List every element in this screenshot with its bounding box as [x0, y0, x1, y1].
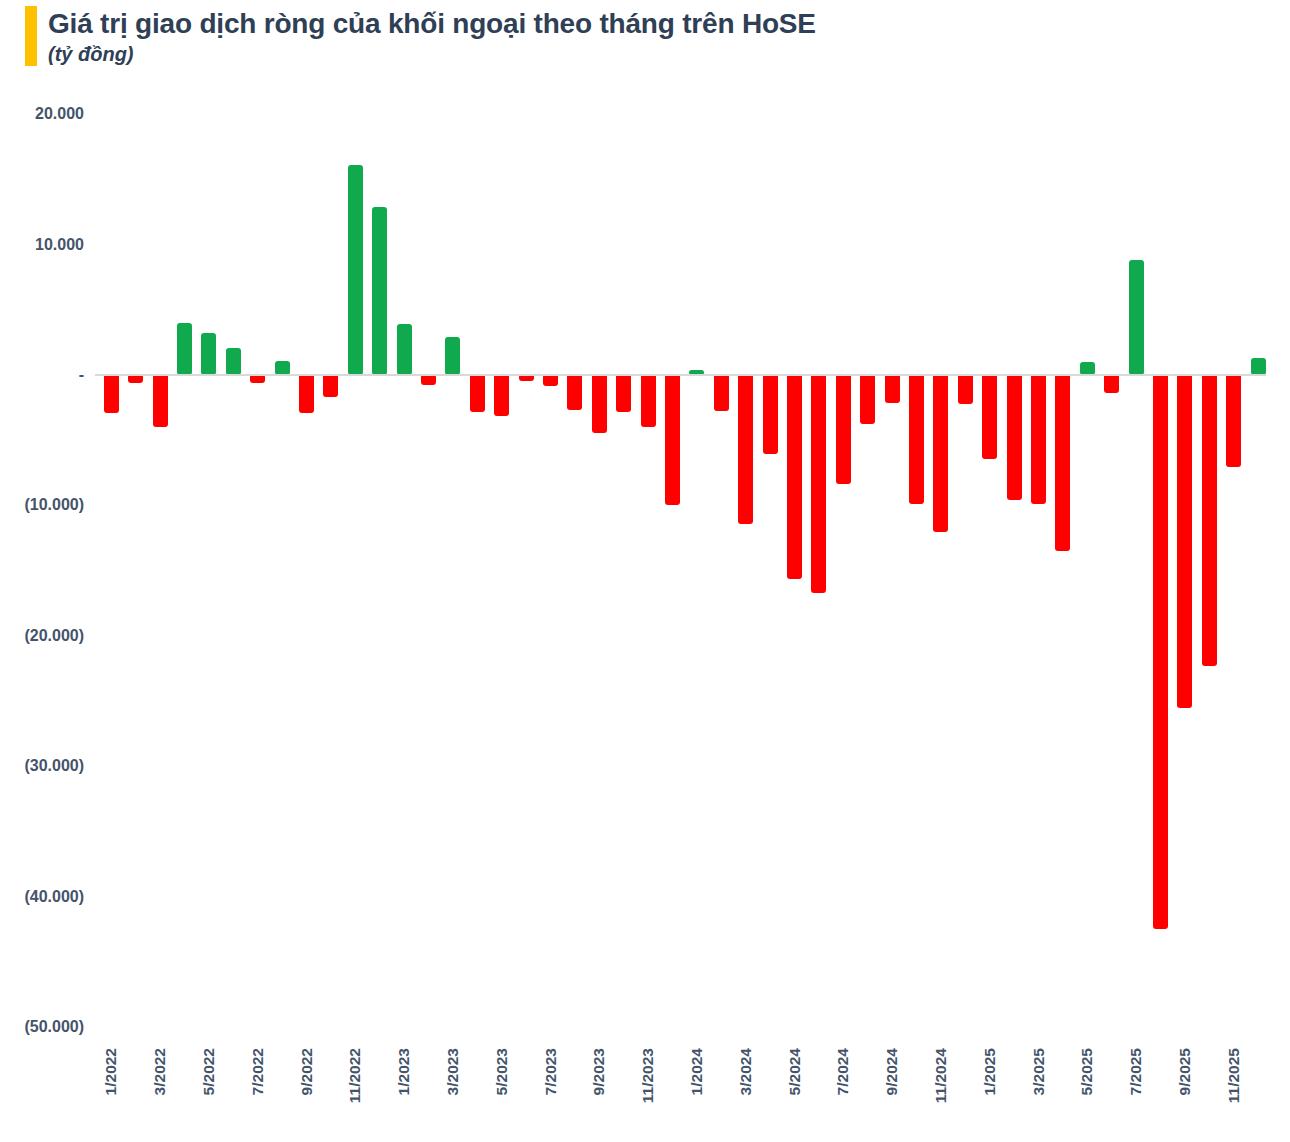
bar-9-2023	[592, 374, 607, 433]
bar-4-2024	[763, 374, 778, 454]
x-tick-label: 7/2025	[1127, 1048, 1145, 1095]
x-tick-label: 11/2022	[346, 1048, 364, 1103]
bar-6-2025	[1104, 374, 1119, 393]
y-tick-label: (30.000)	[2, 756, 84, 776]
x-tick-label: 3/2024	[737, 1048, 755, 1095]
bar-4-2023	[470, 374, 485, 412]
bar-7-2025	[1129, 260, 1144, 375]
x-tick-label: 3/2022	[151, 1048, 169, 1095]
bar-12-2025	[1251, 358, 1266, 375]
x-tick-label: 7/2022	[249, 1048, 267, 1095]
x-tick-label: 1/2024	[688, 1048, 706, 1095]
bar-1-2022	[104, 374, 119, 413]
x-tick-label: 9/2025	[1176, 1048, 1194, 1095]
bar-11-2022	[348, 165, 363, 375]
bar-10-2023	[616, 374, 631, 412]
x-tick-label: 5/2024	[786, 1048, 804, 1095]
bar-11-2025	[1226, 374, 1241, 467]
x-tick-label: 9/2023	[590, 1048, 608, 1095]
chart: Giá trị giao dịch ròng của khối ngoại th…	[0, 0, 1290, 1142]
x-tick-label: 9/2022	[298, 1048, 316, 1095]
x-tick-label: 5/2025	[1078, 1048, 1096, 1095]
bar-8-2025	[1153, 374, 1168, 929]
bar-12-2024	[958, 374, 973, 404]
x-tick-label: 1/2022	[102, 1048, 120, 1095]
x-tick-label: 5/2023	[493, 1048, 511, 1095]
x-tick-label: 9/2024	[883, 1048, 901, 1095]
bar-1-2023	[397, 324, 412, 375]
bar-3-2022	[153, 374, 168, 427]
bar-2-2025	[1007, 374, 1022, 500]
bar-4-2025	[1055, 374, 1070, 551]
bar-8-2023	[567, 374, 582, 410]
chart-title: Giá trị giao dịch ròng của khối ngoại th…	[48, 6, 816, 40]
y-tick-label: (50.000)	[2, 1017, 84, 1037]
bar-6-2024	[811, 374, 826, 593]
bar-3-2024	[738, 374, 753, 524]
y-tick-label: (10.000)	[2, 495, 84, 515]
x-tick-label: 1/2023	[395, 1048, 413, 1095]
y-tick-label: (20.000)	[2, 626, 84, 646]
chart-unit-label: (tỷ đồng)	[48, 42, 816, 66]
chart-header: Giá trị giao dịch ròng của khối ngoại th…	[25, 6, 816, 66]
x-tick-label: 3/2025	[1030, 1048, 1048, 1095]
bar-6-2022	[226, 348, 241, 375]
x-tick-label: 3/2023	[444, 1048, 462, 1095]
bar-9-2022	[299, 374, 314, 413]
y-tick-label: 20.000	[2, 104, 84, 124]
bar-10-2022	[323, 374, 338, 397]
bar-11-2023	[641, 374, 656, 427]
y-tick-label: (40.000)	[2, 887, 84, 907]
bar-5-2022	[201, 333, 216, 375]
bar-2-2023	[421, 374, 436, 385]
bar-8-2024	[860, 374, 875, 424]
zero-gridline	[95, 374, 1266, 376]
x-tick-label: 7/2024	[834, 1048, 852, 1095]
bar-3-2025	[1031, 374, 1046, 504]
bar-7-2023	[543, 374, 558, 386]
x-tick-label: 7/2023	[542, 1048, 560, 1095]
bar-2-2024	[714, 374, 729, 411]
bar-7-2024	[836, 374, 851, 484]
bar-1-2025	[982, 374, 997, 459]
x-tick-label: 11/2024	[932, 1048, 950, 1103]
x-tick-label: 11/2023	[639, 1048, 657, 1103]
bar-11-2024	[933, 374, 948, 532]
bar-10-2025	[1202, 374, 1217, 666]
bar-5-2024	[787, 374, 802, 579]
x-tick-label: 5/2022	[200, 1048, 218, 1095]
x-tick-label: 1/2025	[981, 1048, 999, 1095]
bar-10-2024	[909, 374, 924, 504]
bar-5-2023	[494, 374, 509, 416]
y-tick-label: -	[2, 365, 98, 385]
bar-3-2023	[445, 337, 460, 375]
x-tick-label: 11/2025	[1225, 1048, 1243, 1103]
bar-4-2022	[177, 323, 192, 375]
y-tick-label: 10.000	[2, 235, 84, 255]
accent-bar	[25, 6, 37, 66]
bar-12-2023	[665, 374, 680, 505]
bar-9-2025	[1177, 374, 1192, 708]
bar-9-2024	[885, 374, 900, 403]
bar-12-2022	[372, 207, 387, 375]
